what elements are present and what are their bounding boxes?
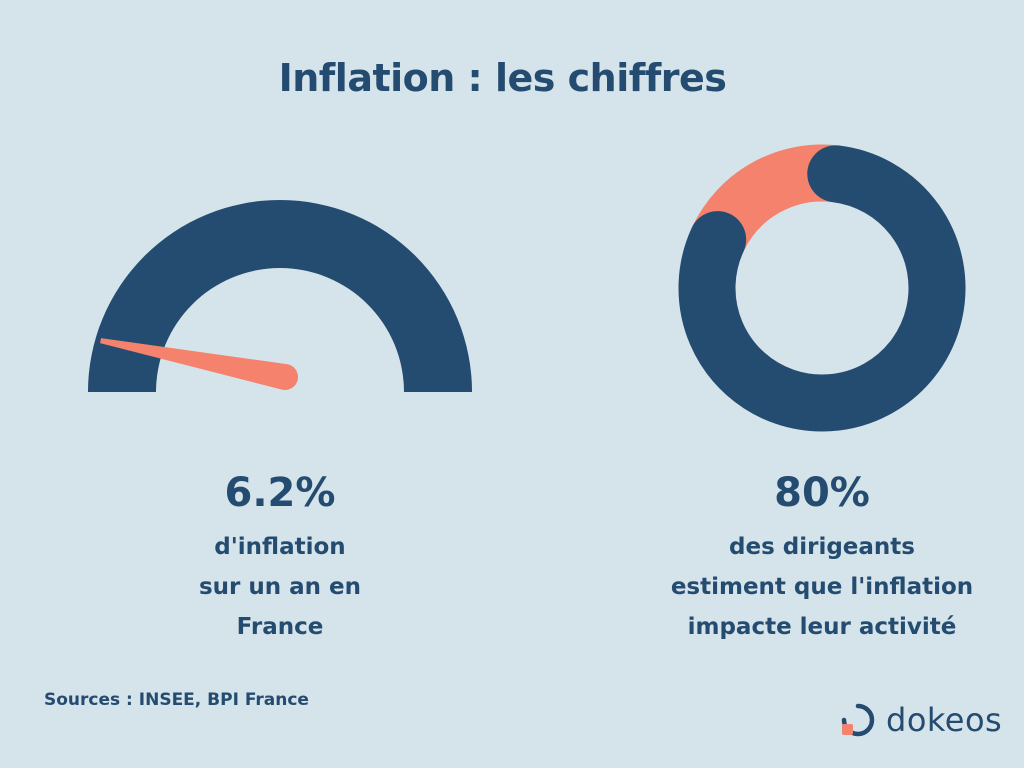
page-title: Inflation : les chiffres (278, 56, 727, 100)
brand-logo: dokeos (838, 700, 1002, 740)
donut-slice-main (678, 145, 966, 432)
executives-description-line: estiment que l'inflation (670, 574, 974, 600)
executives-description: des dirigeants estiment que l'inflation … (622, 527, 1022, 647)
brand-name: dokeos (886, 701, 1003, 739)
sources-note: Sources : INSEE, BPI France (44, 690, 309, 710)
inflation-description-line: sur un an en (198, 574, 362, 600)
inflation-description-line: France (236, 614, 324, 640)
gauge-needle (100, 338, 298, 390)
executives-description-line: impacte leur activité (687, 614, 957, 640)
inflation-description-line: d'inflation (214, 534, 346, 560)
inflation-gauge-chart (88, 200, 472, 392)
executives-percent-value: 80% (774, 470, 870, 516)
inflation-value: 6.2% (224, 470, 336, 516)
executives-description-line: des dirigeants (729, 534, 915, 560)
dokeos-logo-icon (841, 703, 875, 737)
inflation-description: d'inflation sur un an en France (130, 527, 430, 647)
executives-donut-chart (678, 144, 966, 432)
gauge-arc (88, 200, 472, 392)
